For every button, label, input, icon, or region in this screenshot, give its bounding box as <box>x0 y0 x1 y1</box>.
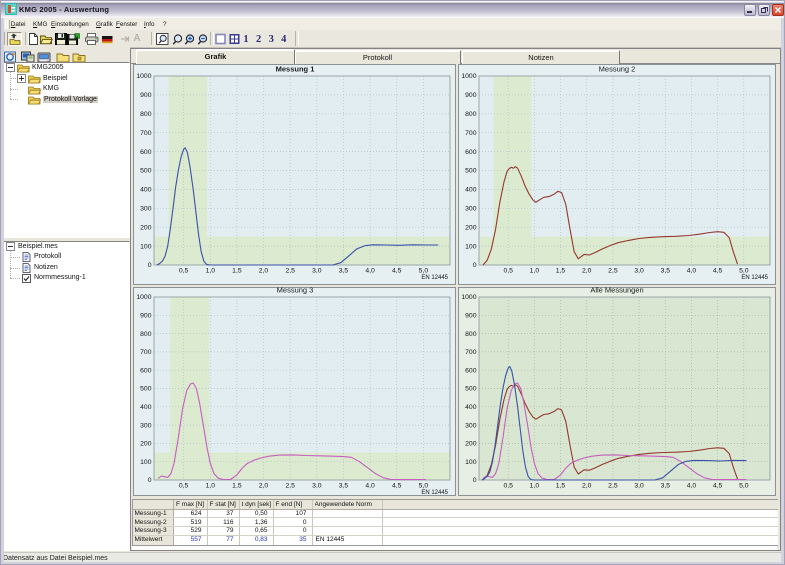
svg-text:600: 600 <box>465 149 477 156</box>
svg-text:2,0: 2,0 <box>259 268 269 275</box>
svg-text:2,5: 2,5 <box>285 268 295 275</box>
svg-text:4,5: 4,5 <box>713 483 723 490</box>
svg-text:1,5: 1,5 <box>556 483 566 490</box>
svg-text:900: 900 <box>465 313 477 320</box>
svg-text:1,5: 1,5 <box>232 268 242 275</box>
svg-text:5,0: 5,0 <box>419 268 429 275</box>
svg-text:100: 100 <box>140 459 152 466</box>
svg-text:3,5: 3,5 <box>339 483 349 490</box>
svg-text:0: 0 <box>473 477 477 484</box>
svg-text:3,0: 3,0 <box>634 268 644 275</box>
svg-text:200: 200 <box>140 224 152 231</box>
svg-text:800: 800 <box>465 331 477 338</box>
svg-text:500: 500 <box>140 168 152 175</box>
svg-text:4,0: 4,0 <box>687 483 697 490</box>
svg-text:Messung 2: Messung 2 <box>599 65 636 74</box>
svg-text:1000: 1000 <box>136 73 151 80</box>
svg-text:100: 100 <box>140 243 152 250</box>
svg-text:4,5: 4,5 <box>713 268 723 275</box>
svg-text:900: 900 <box>140 92 152 99</box>
svg-text:400: 400 <box>140 404 152 411</box>
svg-text:1,5: 1,5 <box>232 483 242 490</box>
svg-text:100: 100 <box>465 459 477 466</box>
svg-text:1000: 1000 <box>461 73 476 80</box>
svg-text:2,5: 2,5 <box>608 483 618 490</box>
svg-text:300: 300 <box>465 422 477 429</box>
svg-text:600: 600 <box>140 367 152 374</box>
svg-text:5,0: 5,0 <box>739 483 749 490</box>
svg-text:4,5: 4,5 <box>392 268 402 275</box>
svg-text:800: 800 <box>140 331 152 338</box>
svg-text:3,0: 3,0 <box>312 483 322 490</box>
svg-text:3,0: 3,0 <box>634 483 644 490</box>
svg-text:EN 12445: EN 12445 <box>421 490 448 496</box>
svg-text:2,5: 2,5 <box>608 268 618 275</box>
svg-text:2,0: 2,0 <box>582 483 592 490</box>
svg-text:500: 500 <box>140 386 152 393</box>
svg-text:200: 200 <box>465 224 477 231</box>
svg-text:700: 700 <box>140 130 152 137</box>
svg-text:700: 700 <box>465 349 477 356</box>
svg-text:700: 700 <box>465 130 477 137</box>
svg-text:400: 400 <box>140 187 152 194</box>
svg-text:800: 800 <box>140 111 152 118</box>
svg-text:1,0: 1,0 <box>530 483 540 490</box>
svg-text:4,0: 4,0 <box>365 483 375 490</box>
svg-text:2,0: 2,0 <box>582 268 592 275</box>
svg-text:900: 900 <box>465 92 477 99</box>
svg-text:500: 500 <box>465 386 477 393</box>
svg-text:600: 600 <box>465 367 477 374</box>
svg-text:800: 800 <box>465 111 477 118</box>
svg-text:5,0: 5,0 <box>419 483 429 490</box>
svg-text:Messung 3: Messung 3 <box>277 287 314 295</box>
svg-text:3,5: 3,5 <box>661 268 671 275</box>
svg-text:200: 200 <box>465 441 477 448</box>
svg-text:1000: 1000 <box>136 294 151 301</box>
svg-text:0: 0 <box>148 262 152 269</box>
svg-text:3,0: 3,0 <box>312 268 322 275</box>
svg-text:5,0: 5,0 <box>739 268 749 275</box>
svg-text:0,5: 0,5 <box>503 483 513 490</box>
svg-text:2,0: 2,0 <box>259 483 269 490</box>
svg-text:300: 300 <box>465 206 477 213</box>
svg-text:300: 300 <box>140 206 152 213</box>
svg-text:0: 0 <box>148 477 152 484</box>
svg-text:EN 12445: EN 12445 <box>421 275 448 281</box>
svg-text:0,5: 0,5 <box>179 268 189 275</box>
svg-text:500: 500 <box>465 168 477 175</box>
svg-text:4,0: 4,0 <box>687 268 697 275</box>
svg-text:300: 300 <box>140 422 152 429</box>
svg-text:200: 200 <box>140 441 152 448</box>
svg-text:100: 100 <box>465 243 477 250</box>
svg-text:400: 400 <box>465 187 477 194</box>
svg-text:Messung 1: Messung 1 <box>276 65 315 74</box>
svg-text:700: 700 <box>140 349 152 356</box>
svg-text:0: 0 <box>473 262 477 269</box>
svg-text:1000: 1000 <box>461 294 476 301</box>
svg-text:1,0: 1,0 <box>530 268 540 275</box>
svg-text:3,5: 3,5 <box>339 268 349 275</box>
svg-text:1,0: 1,0 <box>206 483 216 490</box>
svg-text:600: 600 <box>140 149 152 156</box>
svg-text:EN 12445: EN 12445 <box>741 275 768 281</box>
svg-text:Alle Messungen: Alle Messungen <box>590 287 643 295</box>
svg-text:4,0: 4,0 <box>365 268 375 275</box>
svg-text:400: 400 <box>465 404 477 411</box>
svg-text:1,5: 1,5 <box>556 268 566 275</box>
svg-text:1,0: 1,0 <box>206 268 216 275</box>
svg-text:0,5: 0,5 <box>179 483 189 490</box>
svg-text:0,5: 0,5 <box>503 268 513 275</box>
svg-text:4,5: 4,5 <box>392 483 402 490</box>
svg-text:2,5: 2,5 <box>285 483 295 490</box>
svg-text:3,5: 3,5 <box>661 483 671 490</box>
svg-text:900: 900 <box>140 313 152 320</box>
